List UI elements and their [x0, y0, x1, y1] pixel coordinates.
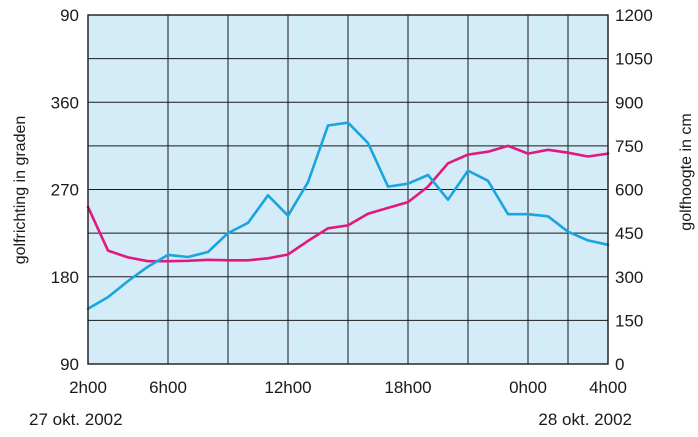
left-tick-label: 180 — [51, 268, 79, 287]
end-date-label: 28 okt. 2002 — [538, 410, 632, 429]
x-axis-ticks: 2h00 6h00 12h00 18h00 0h00 4h00 — [69, 378, 627, 397]
left-tick-label: 90 — [60, 6, 79, 25]
right-tick-label: 1050 — [615, 50, 653, 69]
right-tick-label: 600 — [615, 181, 643, 200]
right-tick-label: 750 — [615, 137, 643, 156]
start-date-label: 27 okt. 2002 — [29, 410, 123, 429]
right-axis-ticks: 0 150 300 450 600 750 900 1050 1200 — [615, 6, 653, 374]
right-tick-label: 450 — [615, 224, 643, 243]
left-axis-ticks: 90 180 270 360 90 — [51, 6, 79, 374]
left-tick-label: 270 — [51, 181, 79, 200]
x-tick-label: 2h00 — [69, 378, 107, 397]
plot-frame — [87, 14, 609, 365]
height-series-line — [86, 121, 610, 311]
right-tick-label: 150 — [615, 311, 643, 330]
x-tick-label: 4h00 — [589, 378, 627, 397]
x-tick-label: 6h00 — [149, 378, 187, 397]
right-tick-label: 0 — [615, 355, 624, 374]
x-tick-label: 18h00 — [384, 378, 431, 397]
right-tick-label: 1200 — [615, 6, 653, 25]
right-tick-label: 300 — [615, 268, 643, 287]
right-axis-label: golfhoogte in cm — [678, 113, 695, 230]
x-tick-label: 0h00 — [509, 378, 547, 397]
direction-series-line — [86, 144, 610, 263]
x-tick-label: 12h00 — [264, 378, 311, 397]
left-tick-label: 90 — [60, 355, 79, 374]
right-tick-label: 900 — [615, 93, 643, 112]
data-lines — [86, 121, 610, 311]
left-axis-label: golfrichting in graden — [12, 116, 29, 265]
left-tick-label: 360 — [51, 93, 79, 112]
